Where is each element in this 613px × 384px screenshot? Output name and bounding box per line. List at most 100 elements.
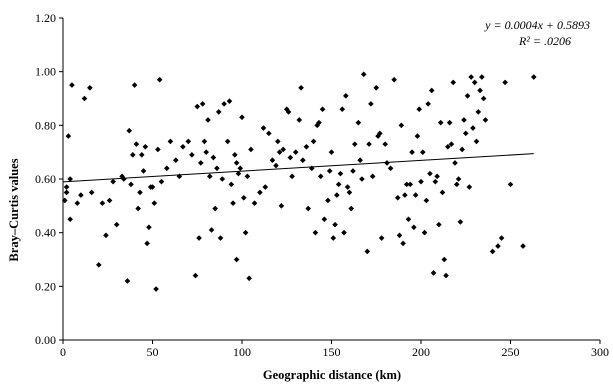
data-point: [346, 189, 353, 196]
data-point: [242, 229, 249, 236]
data-point: [475, 109, 482, 115]
data-point: [325, 197, 331, 204]
data-point: [520, 243, 526, 249]
data-point: [65, 133, 72, 139]
y-tick-label: 0.00: [35, 333, 56, 347]
data-point: [373, 84, 380, 91]
data-point: [192, 272, 199, 279]
data-point: [130, 152, 136, 158]
x-tick-label: 100: [233, 345, 251, 359]
data-point: [251, 200, 258, 206]
data-point: [423, 197, 430, 204]
data-point: [314, 122, 320, 129]
data-point: [398, 122, 405, 129]
data-point: [477, 87, 483, 94]
data-points: [61, 71, 537, 292]
data-point: [507, 181, 514, 188]
data-point: [230, 200, 236, 206]
data-point: [357, 157, 363, 164]
data-point: [269, 157, 276, 164]
data-point: [464, 93, 471, 99]
trendline: [62, 153, 534, 183]
data-point: [69, 82, 75, 88]
data-point: [459, 146, 465, 153]
data-point: [164, 165, 170, 172]
data-point: [319, 106, 326, 113]
data-point: [167, 138, 174, 145]
data-point: [96, 262, 102, 268]
data-point: [149, 184, 156, 190]
x-tick-label: 0: [60, 345, 66, 359]
data-point: [471, 79, 478, 86]
data-point: [228, 181, 235, 188]
data-point: [337, 170, 344, 177]
data-point: [121, 176, 127, 182]
data-point: [479, 74, 485, 80]
data-point: [473, 138, 480, 145]
data-point: [305, 205, 312, 212]
data-point: [416, 106, 423, 113]
y-tick-label: 0.60: [35, 172, 56, 186]
data-point: [332, 221, 338, 228]
data-point: [88, 189, 95, 196]
data-point: [146, 224, 152, 231]
data-point: [180, 144, 186, 150]
data-point: [434, 173, 440, 180]
data-point: [278, 203, 285, 209]
data-point: [427, 170, 433, 177]
data-point: [266, 130, 272, 137]
data-point: [461, 117, 467, 123]
data-point: [128, 181, 134, 188]
data-point: [126, 127, 133, 134]
data-point: [369, 173, 376, 180]
data-point: [455, 176, 462, 182]
data-point: [151, 200, 158, 206]
data-point: [110, 178, 116, 185]
data-point: [454, 181, 460, 188]
data-point: [489, 248, 496, 255]
x-tick-label: 250: [502, 345, 520, 359]
data-point: [480, 95, 487, 102]
data-point: [502, 79, 508, 86]
data-point: [339, 106, 346, 113]
data-point: [445, 144, 451, 150]
data-point: [430, 270, 437, 276]
data-point: [330, 235, 337, 241]
x-axis-ticks: 0 50 100 150 200 250 300: [60, 340, 609, 359]
data-point: [81, 95, 88, 102]
data-point: [137, 189, 143, 196]
data-point: [210, 154, 217, 161]
data-point: [135, 205, 141, 212]
data-point: [432, 178, 439, 185]
data-point: [239, 114, 245, 121]
data-point: [287, 154, 294, 161]
data-point: [436, 221, 442, 228]
data-point: [156, 76, 163, 83]
r-squared-annotation: R² = .0206: [518, 34, 571, 48]
data-point: [217, 235, 224, 241]
data-point: [133, 141, 140, 147]
data-point: [462, 130, 469, 137]
data-point: [403, 181, 410, 188]
data-point: [206, 173, 213, 180]
data-point: [203, 149, 209, 155]
data-point: [257, 189, 263, 196]
data-point: [457, 219, 464, 225]
data-point: [441, 256, 448, 263]
y-tick-label: 1.00: [35, 65, 56, 79]
data-point: [201, 138, 208, 145]
data-point: [359, 176, 365, 182]
data-point: [366, 141, 372, 147]
data-point: [495, 243, 501, 249]
data-point: [411, 224, 417, 231]
data-point: [421, 229, 428, 236]
data-point: [350, 168, 356, 174]
data-point: [377, 130, 383, 137]
data-point: [419, 149, 426, 155]
data-point: [316, 119, 322, 126]
data-point: [405, 216, 412, 223]
data-point: [298, 84, 304, 91]
data-point: [224, 138, 231, 145]
data-point: [158, 178, 165, 185]
data-point: [292, 149, 299, 155]
